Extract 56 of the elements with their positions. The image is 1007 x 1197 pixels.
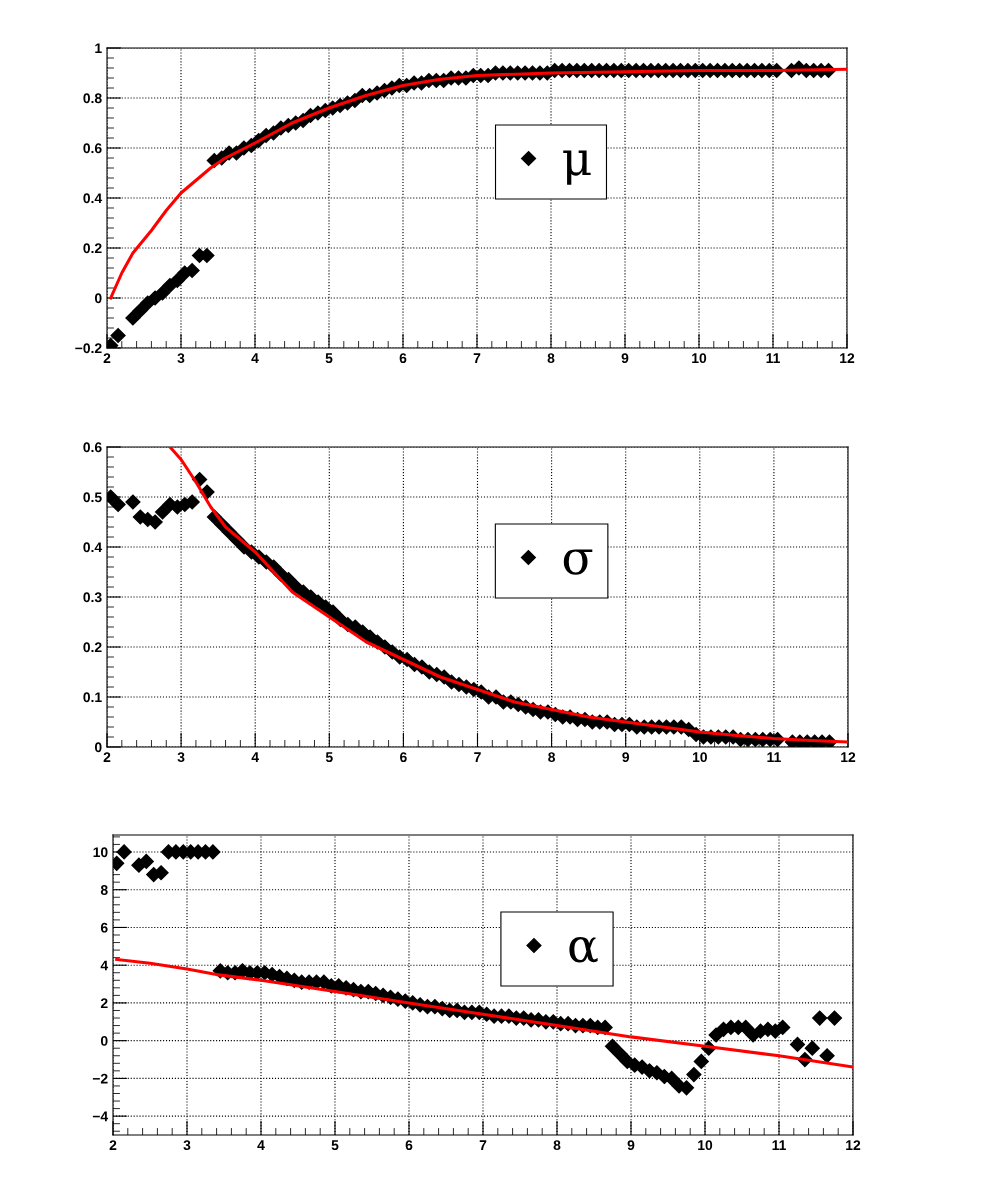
y-tick-label: 0.1 xyxy=(83,692,102,703)
y-tick-label: 1 xyxy=(95,43,102,54)
x-tick-label: 5 xyxy=(325,752,333,763)
x-tick-label: 10 xyxy=(692,353,707,364)
y-tick-label: 0.5 xyxy=(83,492,102,503)
x-tick-label: 5 xyxy=(331,1140,339,1151)
x-tick-label: 7 xyxy=(474,752,481,762)
y-tick-label: 2 xyxy=(100,998,108,1008)
y-tick-label: 0 xyxy=(94,293,102,304)
x-tick-label: 11 xyxy=(772,1140,786,1150)
x-tick-label: 3 xyxy=(177,353,185,364)
y-tick-label: −2 xyxy=(92,1073,108,1084)
x-tick-label: 7 xyxy=(479,1140,487,1150)
y-tick-label: −0.2 xyxy=(75,343,102,354)
y-tick-label: 10 xyxy=(93,847,108,858)
y-tick-label: 0 xyxy=(100,1035,108,1046)
legend-label: σ xyxy=(563,549,593,575)
y-tick-label: 0.4 xyxy=(83,193,103,204)
x-tick-label: 12 xyxy=(840,353,855,363)
x-tick-label: 6 xyxy=(400,752,407,763)
y-tick-label: 0.3 xyxy=(83,592,102,603)
x-tick-label: 8 xyxy=(547,353,555,364)
x-tick-label: 6 xyxy=(405,1140,413,1151)
x-tick-label: 9 xyxy=(627,1140,635,1151)
y-tick-label: −4 xyxy=(92,1111,109,1122)
x-tick-label: 8 xyxy=(548,752,556,763)
legend-label: α xyxy=(569,936,598,963)
x-tick-label: 6 xyxy=(399,353,407,364)
x-tick-label: 4 xyxy=(257,1140,265,1150)
y-tick-label: 4 xyxy=(100,960,109,971)
x-tick-label: 7 xyxy=(473,353,481,363)
legend-label: μ xyxy=(563,150,591,185)
y-tick-label: 0.6 xyxy=(83,143,102,154)
y-tick-label: 0.4 xyxy=(83,542,103,553)
x-tick-label: 2 xyxy=(109,1140,117,1150)
x-tick-label: 12 xyxy=(841,752,856,762)
x-tick-label: 5 xyxy=(325,353,333,364)
x-tick-label: 3 xyxy=(183,1140,191,1151)
x-tick-label: 10 xyxy=(692,752,707,763)
y-tick-label: 0 xyxy=(94,742,102,753)
x-tick-label: 4 xyxy=(251,353,259,363)
y-tick-label: 0.6 xyxy=(83,442,102,453)
y-tick-label: 0.2 xyxy=(83,243,102,254)
y-tick-label: 0.8 xyxy=(83,93,102,104)
x-tick-label: 11 xyxy=(767,752,781,762)
x-tick-label: 9 xyxy=(621,353,629,364)
x-tick-label: 9 xyxy=(622,752,630,763)
y-tick-label: 8 xyxy=(100,885,108,895)
x-tick-label: 10 xyxy=(698,1140,713,1151)
x-tick-label: 12 xyxy=(846,1140,861,1150)
y-tick-label: 0.2 xyxy=(83,642,102,653)
x-tick-label: 3 xyxy=(177,752,185,763)
y-tick-label: 6 xyxy=(100,922,108,933)
x-tick-label: 8 xyxy=(553,1140,561,1151)
x-tick-label: 4 xyxy=(251,752,259,762)
x-tick-label: 11 xyxy=(766,353,780,363)
